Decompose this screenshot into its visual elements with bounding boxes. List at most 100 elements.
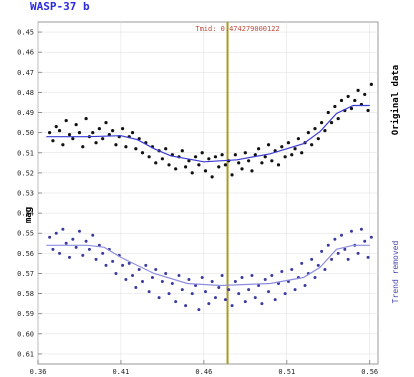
data-point [210,280,214,284]
data-point [48,235,52,239]
data-point [210,175,214,179]
data-point [230,304,234,308]
tmid-annotation: Tmid: 0.474279000122 [195,25,279,33]
data-point [366,108,370,113]
data-point [356,251,360,255]
y-tick-label: 0.58 [17,290,34,298]
data-point [333,104,337,109]
data-point [306,131,310,135]
data-point [266,143,271,147]
data-point [273,298,277,302]
data-point [160,280,164,284]
data-point [256,147,261,151]
data-point [64,118,68,123]
data-point [300,261,304,265]
data-point [267,290,271,294]
data-point [323,267,327,271]
data-point [58,251,62,255]
y-tick-label: 0.53 [17,190,34,198]
data-point [111,129,115,133]
y-tick-label: 0.52 [17,169,34,177]
data-point [174,300,178,304]
data-point [140,151,145,155]
data-point [333,237,337,241]
data-point [170,282,174,286]
data-point [280,145,284,149]
data-point [200,151,204,155]
data-point [144,263,148,267]
data-point [316,137,320,141]
data-point [180,288,184,292]
data-point [124,145,128,149]
data-point [111,259,115,263]
y-axis-label: mag [24,207,34,223]
data-point [130,131,135,135]
data-point [48,131,52,135]
data-point [250,169,254,173]
data-point [260,161,264,165]
data-point [51,139,55,143]
data-point [167,163,171,167]
data-point [290,153,294,157]
data-point [71,137,75,141]
data-point [197,308,201,312]
data-point [369,235,373,239]
x-tick-label: 0.51 [278,368,295,376]
series-trend-removed [46,227,373,312]
data-point [54,125,58,129]
data-point [349,106,354,111]
data-point [91,233,95,237]
data-point [220,273,224,277]
data-point [293,288,297,292]
data-point [94,257,98,261]
data-point [320,249,324,253]
data-point [330,257,334,261]
data-point [276,282,280,286]
data-point [283,292,287,296]
data-point [194,284,198,288]
data-point [343,247,347,251]
data-point [217,165,221,169]
data-point [87,247,91,251]
data-point [74,245,78,249]
data-point [204,290,208,294]
y-tick-label: 0.60 [17,330,34,338]
data-point [77,229,81,233]
data-point [187,278,191,282]
data-point [114,271,118,275]
data-point [237,292,241,296]
data-point [320,120,324,125]
data-point [71,237,75,241]
data-point [137,137,141,141]
data-point [340,233,344,237]
y-tick-label: 0.50 [17,129,34,137]
data-point [187,159,191,163]
data-point [57,129,62,133]
data-point [260,302,264,306]
data-point [177,273,181,277]
data-point [217,286,221,290]
data-point [336,116,340,121]
data-point [233,280,237,284]
data-point [84,116,88,121]
data-point [154,161,158,165]
data-point [363,92,367,97]
data-point [124,278,128,282]
data-point [353,98,357,103]
data-point [167,292,171,296]
data-point [140,280,144,284]
y-tick-label: 0.49 [17,109,34,117]
data-point [213,155,218,159]
data-point [316,263,320,267]
data-point [326,243,330,247]
y-tick-label: 0.48 [17,89,34,97]
y-tick-label: 0.47 [17,69,34,77]
data-point [94,141,98,145]
data-point [64,241,68,245]
data-point [54,231,58,235]
x-tick-label: 0.46 [195,368,212,376]
data-point [180,149,184,153]
data-point [326,110,330,115]
data-point [120,127,125,131]
y-tick-label: 0.46 [17,49,34,57]
